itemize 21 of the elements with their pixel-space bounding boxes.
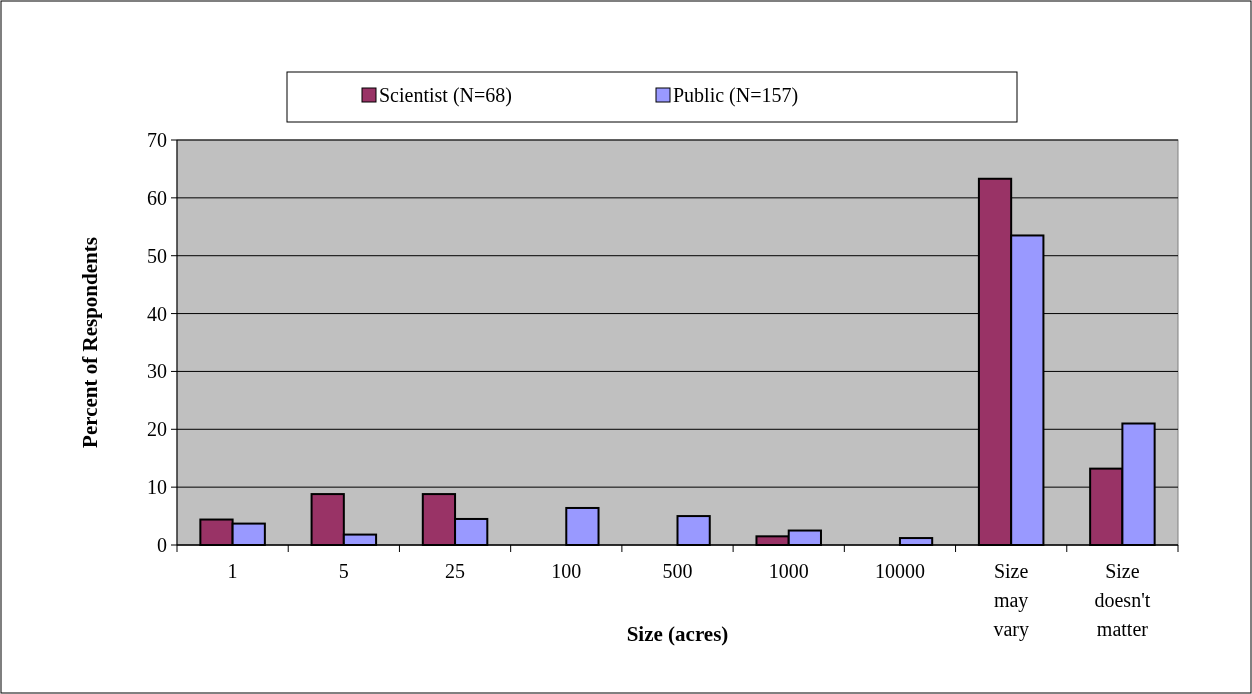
y-tick-label: 20 — [147, 418, 167, 441]
y-axis-title: Percent of Respondents — [78, 237, 102, 448]
y-tick-label: 40 — [147, 302, 167, 325]
legend-label: Public (N=157) — [673, 84, 799, 107]
y-tick-label: 60 — [147, 186, 167, 209]
x-tick-label: Size doesn't matter — [1094, 560, 1151, 640]
y-tick-label: 50 — [147, 244, 167, 267]
y-tick-label: 10 — [147, 476, 167, 499]
x-tick-label: Size may vary — [993, 560, 1029, 641]
x-tick-label: 1000 — [768, 560, 809, 582]
x-tick-label: 500 — [662, 560, 693, 582]
x-tick-label: 5 — [338, 560, 349, 582]
x-tick-label: 100 — [551, 560, 582, 582]
x-tick-label: 1 — [227, 560, 238, 582]
x-tick-label: 25 — [445, 560, 466, 582]
y-tick-label: 0 — [157, 534, 167, 556]
legend-label: Scientist (N=68) — [379, 84, 512, 107]
y-tick-label: 30 — [147, 360, 167, 383]
y-tick-label: 70 — [147, 129, 167, 151]
x-axis-title: Size (acres) — [626, 622, 729, 646]
x-tick-label: 10000 — [874, 560, 925, 582]
